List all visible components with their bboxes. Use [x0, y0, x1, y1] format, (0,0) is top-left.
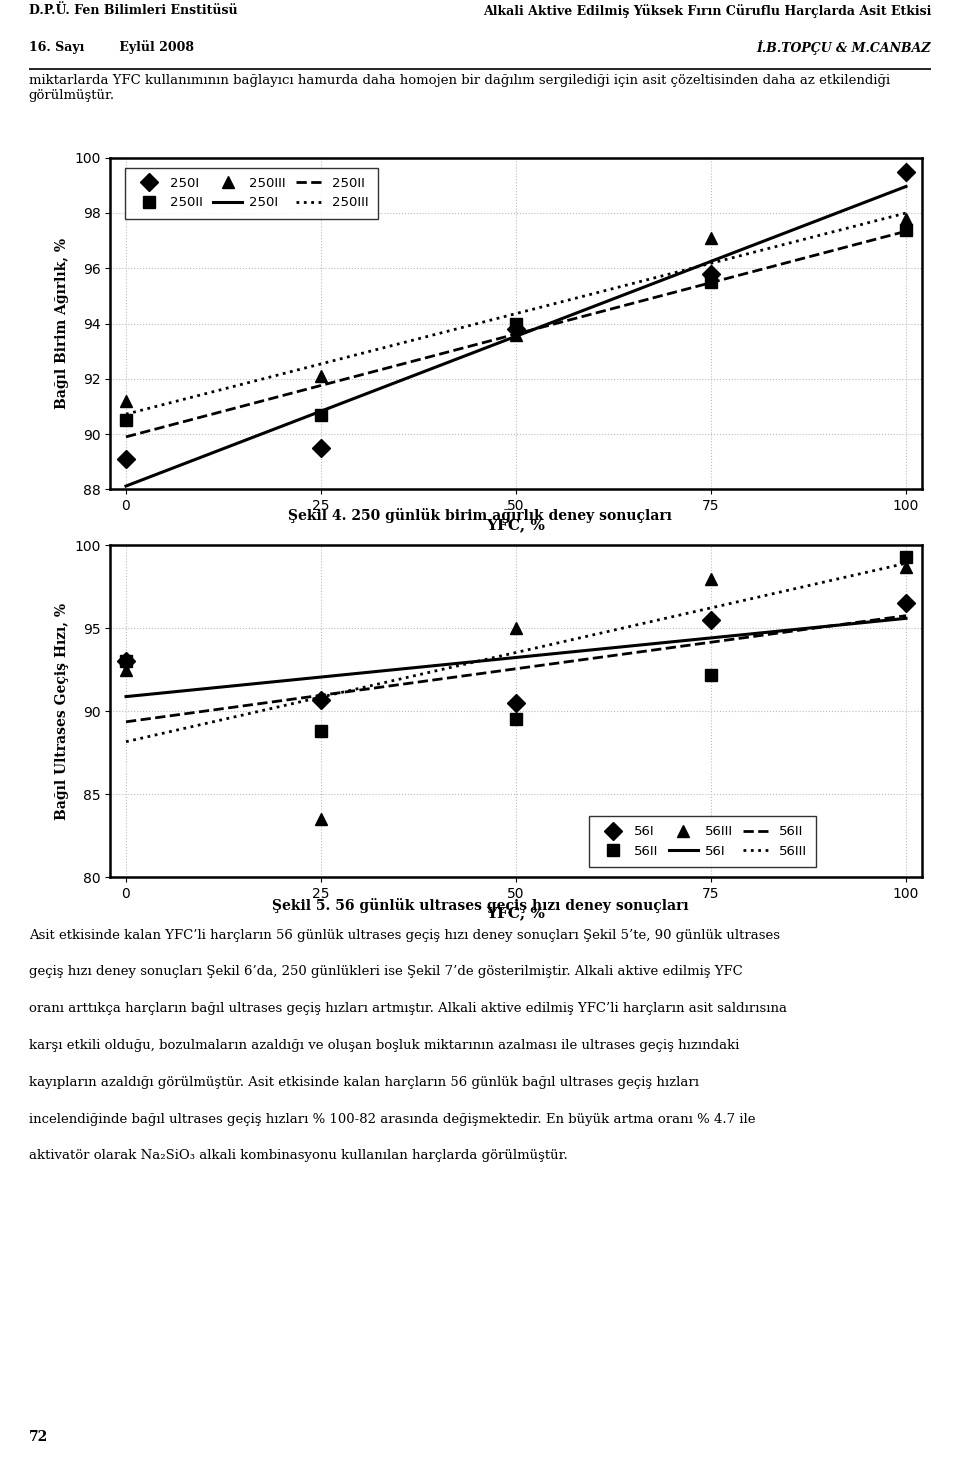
- Text: miktarlarda YFC kullanımının bağlayıcı hamurda daha homojen bir dağılım sergiled: miktarlarda YFC kullanımının bağlayıcı h…: [29, 74, 890, 102]
- Y-axis label: Bağıl Birim Ağırlık, %: Bağıl Birim Ağırlık, %: [55, 237, 69, 410]
- X-axis label: YFC, %: YFC, %: [487, 907, 545, 920]
- Legend: 56I, 56II, 56III, 56I, 56II, 56III: 56I, 56II, 56III, 56I, 56II, 56III: [589, 817, 816, 867]
- Text: Şekil 4. 250 günlük birim ağırlık deney sonuçları: Şekil 4. 250 günlük birim ağırlık deney …: [288, 507, 672, 523]
- Text: 72: 72: [29, 1430, 48, 1445]
- Text: geçiş hızı deney sonuçları Şekil 6’da, 250 günlükleri ise Şekil 7’de gösterilmiş: geçiş hızı deney sonuçları Şekil 6’da, 2…: [29, 965, 742, 979]
- Text: Alkali Aktive Edilmiş Yüksek Fırın Cüruflu Harçlarda Asit Etkisi: Alkali Aktive Edilmiş Yüksek Fırın Cüruf…: [483, 4, 931, 18]
- Text: Şekil 5. 56 günlük ultrases geçiş hızı deney sonuçları: Şekil 5. 56 günlük ultrases geçiş hızı d…: [272, 898, 688, 914]
- Text: 16. Sayı        Eylül 2008: 16. Sayı Eylül 2008: [29, 40, 194, 55]
- Text: oranı arttıkça harçların bağıl ultrases geçiş hızları artmıştır. Alkali aktive e: oranı arttıkça harçların bağıl ultrases …: [29, 1002, 787, 1016]
- X-axis label: YFC, %: YFC, %: [487, 519, 545, 532]
- Text: Asit etkisinde kalan YFC’li harçların 56 günlük ultrases geçiş hızı deney sonuçl: Asit etkisinde kalan YFC’li harçların 56…: [29, 929, 780, 942]
- Text: D.P.Ü. Fen Bilimleri Enstitüsü: D.P.Ü. Fen Bilimleri Enstitüsü: [29, 4, 237, 18]
- Y-axis label: Bağıl Ultrases Geçiş Hızı, %: Bağıl Ultrases Geçiş Hızı, %: [55, 603, 69, 820]
- Text: karşı etkili olduğu, bozulmaların azaldığı ve oluşan boşluk miktarının azalması : karşı etkili olduğu, bozulmaların azaldı…: [29, 1039, 739, 1052]
- Text: İ.B.TOPÇU & M.CANBAZ: İ.B.TOPÇU & M.CANBAZ: [756, 40, 931, 56]
- Text: incelendiğinde bağıl ultrases geçiş hızları % 100-82 arasında değişmektedir. En : incelendiğinde bağıl ultrases geçiş hızl…: [29, 1113, 756, 1126]
- Text: kayıpların azaldığı görülmüştür. Asit etkisinde kalan harçların 56 günlük bağıl : kayıpların azaldığı görülmüştür. Asit et…: [29, 1076, 699, 1089]
- Text: aktivatör olarak Na₂SiO₃ alkali kombinasyonu kullanılan harçlarda görülmüştür.: aktivatör olarak Na₂SiO₃ alkali kombinas…: [29, 1150, 567, 1163]
- Legend: 250I, 250II, 250III, 250I, 250II, 250III: 250I, 250II, 250III, 250I, 250II, 250III: [125, 168, 377, 218]
